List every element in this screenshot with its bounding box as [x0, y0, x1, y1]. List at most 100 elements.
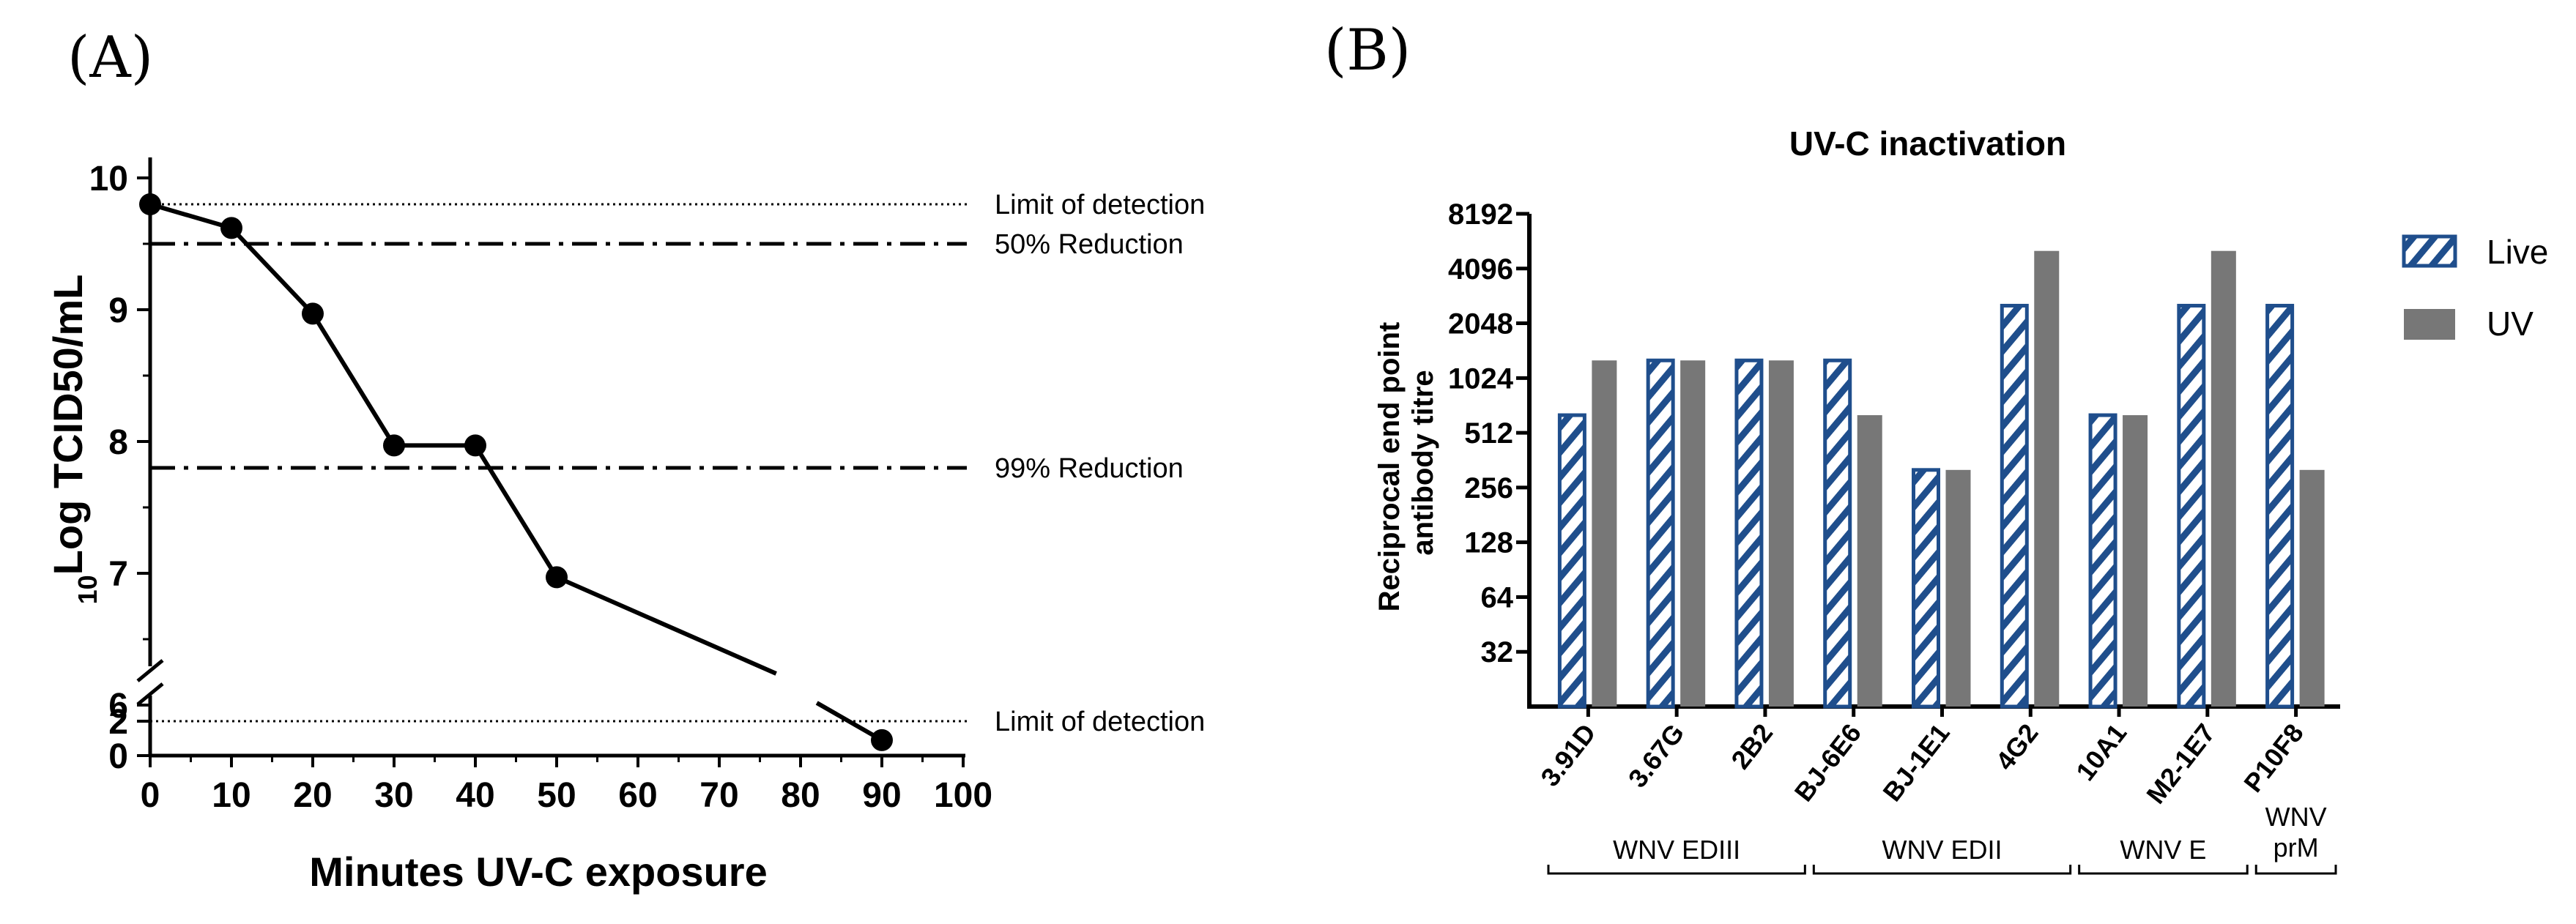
group-label: WNV E — [2120, 835, 2206, 865]
data-point — [139, 193, 161, 215]
data-point — [464, 434, 486, 457]
category-label: 2B2 — [1725, 718, 1778, 775]
bar-uv-3.67G — [1680, 360, 1706, 707]
panel-b-y-tick-label: 128 — [1464, 527, 1513, 559]
panel-b-title: UV-C inactivation — [1789, 124, 2066, 163]
svg-text:Reciprocal end point a: Reciprocal end point antibody titre — [1373, 314, 1439, 612]
reference-line-label-1: Limit of detection — [995, 190, 1205, 220]
x-tick-label: 90 — [862, 776, 901, 815]
group-bracket — [2078, 865, 2249, 875]
panel-b-y-tick-label: 8192 — [1448, 198, 1513, 231]
category-label: 4G2 — [1989, 718, 2044, 776]
bar-uv-P10F8 — [2299, 469, 2325, 707]
category-label: M2-1E7 — [2140, 718, 2221, 810]
y-tick-label: 9 — [108, 291, 128, 330]
bar-uv-BJ-1E1 — [1945, 469, 1971, 707]
y-tick-label: 10 — [89, 160, 128, 198]
x-tick-label: 30 — [374, 776, 413, 815]
panel-a-reference-lines: Limit of detection 50% Reduction 99% Reduc… — [150, 190, 1205, 737]
category-label: P10F8 — [2238, 718, 2309, 798]
panel-b-group-brackets: WNV EDIII WNV EDII WNV E WNV prM — [1547, 802, 2337, 875]
data-point — [383, 434, 405, 457]
bar-uv-M2-1E7 — [2211, 250, 2236, 707]
y-tick-label: 7 — [108, 555, 128, 594]
x-tick-label: 80 — [781, 776, 820, 815]
panel-b-y-axis-label-line1: Reciprocal end point — [1373, 322, 1406, 612]
panel-b-y-axis-label-line2: antibody titre — [1407, 370, 1439, 555]
y-axis-break-mark-upper — [136, 659, 164, 682]
group-bracket — [1547, 865, 1806, 875]
x-tick-label: 100 — [934, 776, 992, 815]
x-tick-label: 60 — [618, 776, 657, 815]
panel-b-y-axis-title: Reciprocal end point antibody titre — [1373, 314, 1439, 612]
panel-a-chart: (A) Limit of detection 50% Reduction 99% R… — [45, 25, 1205, 895]
y-tick-label: 8 — [108, 423, 128, 462]
panel-b-y-tick-label: 64 — [1481, 581, 1514, 614]
x-tick-label: 50 — [537, 776, 576, 815]
x-tick-label: 10 — [212, 776, 250, 815]
bar-uv-BJ-6E6 — [1857, 415, 1882, 707]
data-point — [871, 729, 893, 751]
data-point — [220, 217, 242, 239]
panel-a-x-axis-title: Minutes UV-C exposure — [309, 849, 767, 895]
panel-b-y-tick-label: 256 — [1464, 472, 1513, 504]
category-label: 10A1 — [2070, 718, 2132, 786]
x-tick-label: 40 — [456, 776, 494, 815]
group-label: WNV prM — [2265, 802, 2327, 862]
y-axis-break-mark-lower — [136, 682, 164, 706]
y-tick-label: 0 — [108, 737, 128, 776]
legend-uv-swatch — [2404, 309, 2455, 340]
group-label: WNV EDII — [1882, 835, 2002, 865]
group-bracket — [1812, 865, 2072, 875]
bar-live-4G2 — [2000, 303, 2029, 709]
bar-uv-3.91D — [1592, 360, 1617, 707]
panel-b-y-tick-label: 32 — [1481, 636, 1514, 668]
panel-b-letter: (B) — [1324, 18, 1411, 83]
panel-b-bars — [1557, 250, 2325, 709]
panel-a-y-axis-label: Log TCID50/mL — [45, 275, 91, 575]
legend-live-swatch — [2402, 234, 2457, 268]
data-point — [302, 302, 324, 325]
panel-b-chart: (B) UV-C inactivation 32 64 128 256 512 1024 2… — [1324, 18, 2548, 875]
panel-b-legend: Live UV — [2402, 233, 2548, 343]
bar-live-3.67G — [1646, 358, 1675, 709]
category-label: 3.67G — [1622, 718, 1690, 794]
panel-b-y-tick-label: 512 — [1464, 417, 1513, 450]
panel-b-y-tick-label: 4096 — [1448, 253, 1513, 286]
reference-line-label-2: 50% Reduction — [995, 229, 1184, 260]
x-tick-label: 0 — [141, 776, 160, 815]
panel-b-y-tick-label: 1024 — [1448, 362, 1514, 395]
x-tick-label: 70 — [699, 776, 738, 815]
panel-a-letter: (A) — [67, 25, 153, 91]
panel-a-y-axis-subscript: 10 — [73, 575, 103, 604]
bar-live-10A1 — [2088, 413, 2117, 709]
data-point — [546, 566, 568, 589]
group-bracket — [2254, 865, 2337, 875]
panel-b-y-tick-label: 2048 — [1448, 308, 1513, 340]
y-tick-label: 2 — [108, 703, 128, 742]
group-label: WNV EDIII — [1613, 835, 1740, 865]
bar-live-BJ-1E1 — [1912, 468, 1940, 709]
bar-uv-2B2 — [1768, 360, 1794, 707]
category-label: BJ-6E6 — [1789, 718, 1867, 807]
category-label: BJ-1E1 — [1877, 718, 1955, 807]
x-tick-label: 20 — [293, 776, 332, 815]
bar-uv-4G2 — [2034, 250, 2060, 707]
svg-text:10Log TCID50/mL: 10Log TCID50/mL — [45, 275, 103, 605]
category-label: 3.91D — [1534, 718, 1601, 792]
series-line-upper — [149, 202, 777, 676]
bar-live-2B2 — [1734, 358, 1764, 709]
reference-line-label-3: 99% Reduction — [995, 453, 1184, 484]
panel-a-y-axis-title: 10Log TCID50/mL — [45, 275, 103, 605]
panel-b-category-labels: 3.91D 3.67G 2B2 BJ-6E6 BJ-1E1 4G2 10A1 M2-1E7 P1… — [1534, 718, 2309, 810]
bar-uv-10A1 — [2123, 415, 2148, 707]
y-tick-label: 6 — [108, 687, 128, 726]
bar-live-3.91D — [1557, 413, 1586, 709]
panel-a-series — [139, 193, 893, 751]
bar-live-M2-1E7 — [2177, 303, 2206, 709]
reference-line-label-4: Limit of detection — [995, 707, 1205, 737]
legend-uv-label: UV — [2487, 305, 2534, 343]
bar-live-BJ-6E6 — [1823, 358, 1852, 709]
